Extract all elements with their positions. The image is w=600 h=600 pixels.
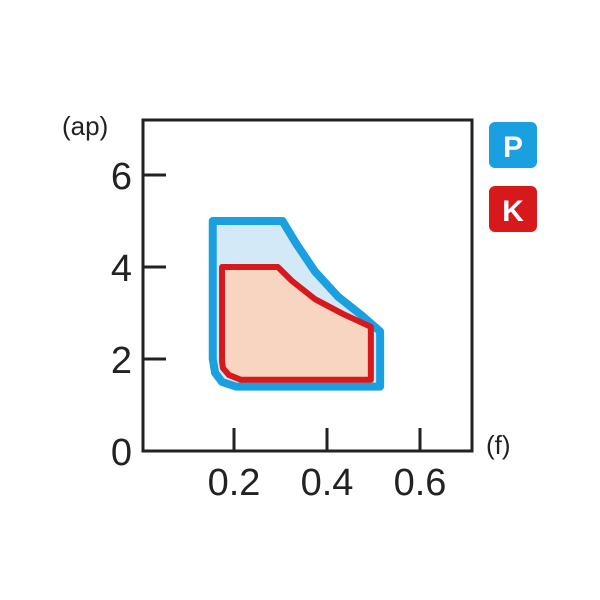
y-tick-label: 0 [111, 432, 132, 474]
x-tick-label: 0.2 [208, 462, 261, 504]
y-tick-label: 6 [111, 156, 132, 198]
x-tick-label: 0.6 [394, 462, 447, 504]
x-tick-label: 0.4 [301, 462, 354, 504]
ticks: 0 2 4 6 0.2 0.4 0.6 [111, 156, 447, 504]
legend-badge-k: K [489, 186, 537, 232]
region-k [219, 264, 374, 383]
legend-label-k: K [502, 195, 524, 228]
y-tick-label: 2 [111, 340, 132, 382]
x-axis-label: (f) [486, 430, 511, 460]
legend-badge-p: P [489, 122, 537, 168]
y-axis-label: (ap) [62, 111, 108, 141]
regions [208, 217, 385, 391]
legend-label-p: P [503, 131, 523, 164]
y-tick-label: 4 [111, 248, 132, 290]
plot-frame [141, 118, 474, 453]
